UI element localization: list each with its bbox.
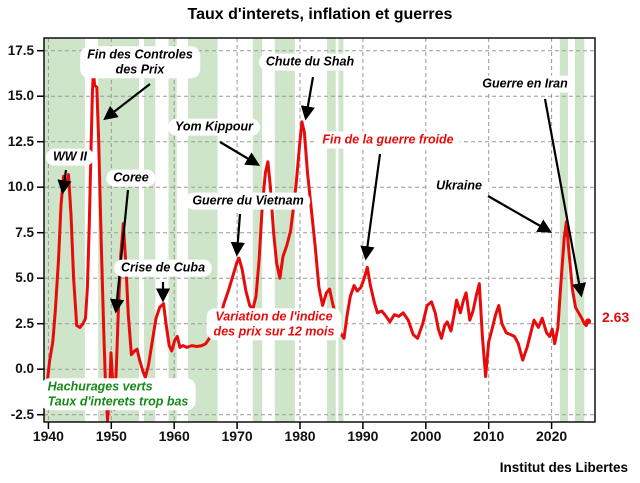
- annotation-hachurages: Hachurages verts Taux d'interets trop ba…: [40, 378, 196, 410]
- y-tick-label: 10.0: [7, 179, 34, 195]
- annotation-variation: Variation de l'indice des prix sur 12 mo…: [206, 308, 342, 340]
- annotation-arrow: [219, 141, 261, 166]
- chart-title: Taux d'interets, inflation et guerres: [187, 6, 453, 23]
- x-tick-label: 2020: [536, 428, 568, 444]
- annotation-arrow: [230, 213, 245, 257]
- inflation-line: [43, 69, 590, 422]
- y-tick-label: 7.5: [15, 224, 34, 240]
- x-tick-label: 2000: [410, 428, 442, 444]
- source-label: Institut des Libertes: [499, 460, 628, 475]
- x-tick-label: 1990: [347, 428, 379, 444]
- y-tick-label: -2.5: [10, 406, 34, 422]
- low-interest-rate-band: [188, 38, 218, 422]
- low-interest-rate-band: [168, 38, 177, 422]
- annotation-coree: Coree: [106, 169, 156, 187]
- annotation-arrow: [487, 195, 553, 233]
- annotation-fin: Fin de la guerre froide: [315, 131, 461, 149]
- x-tick-label: 1940: [32, 428, 64, 444]
- annotation-arrow: [103, 83, 151, 121]
- annotation-fin: Fin des Controles des Prix: [80, 46, 200, 78]
- annotation-ww: WW II: [45, 148, 95, 166]
- low-interest-rate-band: [252, 38, 263, 422]
- x-tick-label: 2010: [473, 428, 505, 444]
- x-tick-label: 1980: [284, 428, 316, 444]
- annotation-guerre: Guerre en Iran: [475, 75, 575, 93]
- low-interest-rate-band: [327, 38, 336, 422]
- y-tick-label: 2.5: [15, 315, 34, 331]
- end-value-label: 2.63: [602, 309, 630, 326]
- y-tick-label: 5.0: [15, 270, 34, 286]
- annotation-guerre: Guerre du Vietnam: [185, 192, 311, 210]
- annotation-arrow: [57, 169, 72, 195]
- x-tick-label: 1960: [158, 428, 190, 444]
- low-interest-rate-band: [338, 38, 344, 422]
- x-tick-label: 1970: [221, 428, 253, 444]
- y-tick-label: 12.5: [7, 133, 34, 149]
- annotation-crise: Crise de Cuba: [113, 259, 213, 277]
- y-tick-label: 17.5: [7, 42, 34, 58]
- y-tick-label: 0.0: [15, 361, 34, 377]
- annotation-chute: Chute du Shah: [258, 53, 362, 71]
- series-end-dot: [585, 318, 592, 325]
- y-tick-label: 15.0: [7, 88, 34, 104]
- annotation-arrow: [360, 153, 382, 261]
- x-tick-label: 1950: [95, 428, 127, 444]
- annotation-ukraine: Ukraine: [429, 177, 489, 195]
- annotation-arrow: [300, 76, 315, 121]
- annotation-yom: Yom Kippour: [167, 118, 261, 136]
- annotation-arrow: [543, 98, 587, 298]
- low-interest-rate-band: [144, 38, 156, 422]
- annotation-arrow: [109, 189, 130, 314]
- low-interest-rate-band: [574, 38, 585, 422]
